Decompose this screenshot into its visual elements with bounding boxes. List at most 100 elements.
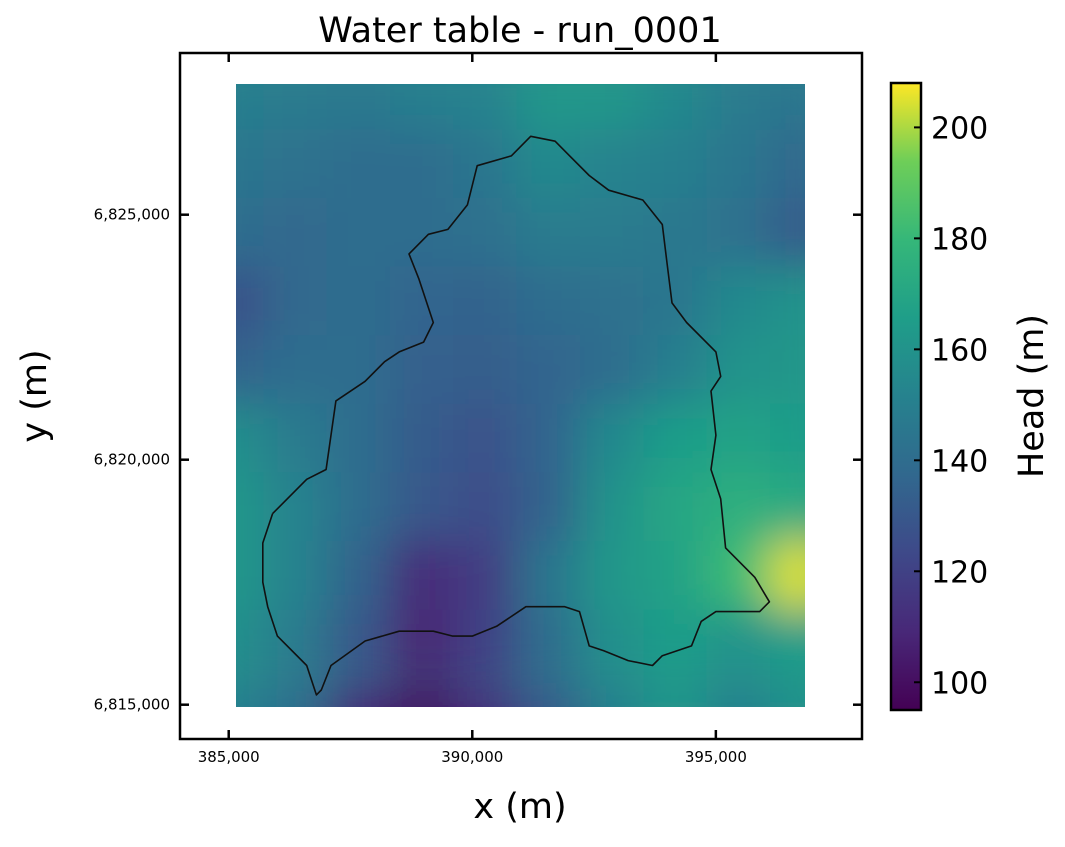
heat-cell (453, 129, 521, 202)
heat-cell (769, 129, 805, 202)
x-axis-label: x (m) (473, 787, 566, 827)
heat-cell (236, 472, 268, 545)
heat-cell (706, 335, 774, 408)
y-tick-label: 6,815,000 (94, 696, 170, 714)
heat-cell (389, 403, 458, 477)
heat-cell (236, 266, 268, 340)
colorbar-tick-label: 140 (931, 444, 988, 479)
heat-cell (389, 472, 458, 545)
heat-cell (579, 129, 648, 202)
colorbar-gradient (889, 81, 923, 712)
heat-cell (769, 688, 805, 707)
y-axis-label: y (m) (15, 349, 55, 442)
heat-cell (389, 541, 458, 614)
heat-cell (706, 403, 774, 477)
heat-cell (326, 688, 394, 707)
heat-cell (706, 266, 774, 340)
heat-cell (236, 609, 268, 683)
heat-cell (579, 688, 648, 707)
heat-cell (706, 541, 774, 614)
heat-cell (579, 472, 648, 545)
heat-cell (326, 198, 394, 271)
heat-cell (389, 129, 458, 202)
heat-cell (516, 688, 584, 707)
heat-cell (453, 541, 521, 614)
heat-cells (236, 84, 805, 707)
heat-cell (643, 129, 711, 202)
heat-cell (453, 198, 521, 271)
heat-cell (263, 472, 331, 545)
heat-cell (263, 403, 331, 477)
heat-cell (579, 266, 648, 340)
heat-cell (453, 335, 521, 408)
colorbar-tick-label: 180 (931, 222, 988, 257)
heat-cell (643, 266, 711, 340)
heat-cell (236, 688, 268, 707)
colorbar-tick-label: 100 (931, 666, 988, 701)
heat-cell (769, 198, 805, 271)
heat-cell (643, 472, 711, 545)
heat-cell (769, 472, 805, 545)
heat-cell (643, 198, 711, 271)
heat-cell (769, 266, 805, 340)
heat-cell (516, 541, 584, 614)
heat-cell (579, 198, 648, 271)
heat-cell (769, 403, 805, 477)
heat-cell (263, 129, 331, 202)
chart-title: Water table - run_0001 (318, 11, 721, 51)
heat-cell (326, 403, 394, 477)
heat-cell (516, 198, 584, 271)
heat-cell (643, 541, 711, 614)
heat-cell (579, 335, 648, 408)
x-tick-label: 390,000 (441, 748, 503, 766)
plot-frame-border (178, 51, 864, 741)
heat-cell (516, 266, 584, 340)
heat-cell (389, 84, 458, 134)
heat-cell (769, 335, 805, 408)
heat-cell (516, 472, 584, 545)
heat-cell (389, 198, 458, 271)
heat-cell (706, 472, 774, 545)
heat-cell (516, 129, 584, 202)
heat-cell (516, 335, 584, 408)
y-axis-ticks: 6,815,000 6,820,000 6,825,000 (94, 206, 862, 714)
heat-cell (453, 472, 521, 545)
heat-cell (643, 403, 711, 477)
heat-cell (326, 541, 394, 614)
heat-cell (769, 609, 805, 683)
plot-area: 385,000 390,000 395,000 6,815,000 6,820,000… (94, 51, 864, 766)
heat-cell (706, 129, 774, 202)
x-tick-label: 395,000 (685, 748, 747, 766)
heat-cell (263, 688, 331, 707)
heat-cell (453, 688, 521, 707)
heat-cell (326, 472, 394, 545)
heat-cell (389, 609, 458, 683)
heat-cell (453, 84, 521, 134)
heat-cell (643, 335, 711, 408)
y-tick-label: 6,825,000 (94, 206, 170, 224)
heat-cell (706, 84, 774, 134)
heatmap-raster (236, 84, 805, 707)
heat-cell (516, 609, 584, 683)
heat-cell (263, 198, 331, 271)
heat-cell (769, 84, 805, 134)
heat-cell (516, 403, 584, 477)
heat-cell (769, 541, 805, 614)
heat-cell (453, 609, 521, 683)
heat-cell (516, 84, 584, 134)
x-axis-ticks: 385,000 390,000 395,000 (198, 53, 747, 766)
catchment-outline (261, 135, 771, 696)
heat-cell (326, 84, 394, 134)
heat-cell (236, 335, 268, 408)
heat-cell (326, 335, 394, 408)
heat-cell (579, 84, 648, 134)
heat-cell (389, 688, 458, 707)
heat-cell (706, 688, 774, 707)
heat-cell (263, 541, 331, 614)
heat-cell (326, 266, 394, 340)
heat-cell (236, 129, 268, 202)
y-tick-label: 6,820,000 (94, 451, 170, 469)
heat-cell (453, 266, 521, 340)
heat-cell (706, 198, 774, 271)
